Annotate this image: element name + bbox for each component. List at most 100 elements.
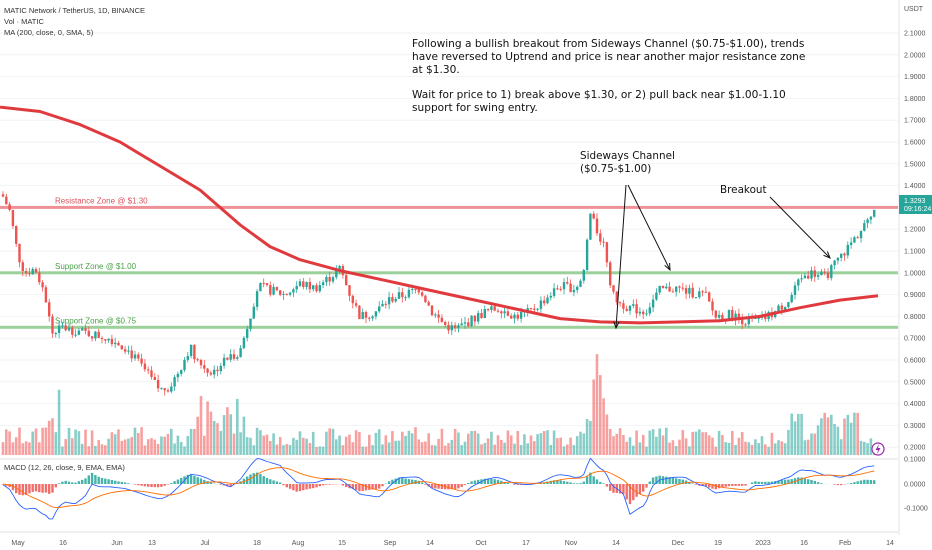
volume-bar xyxy=(325,431,328,455)
candle-body xyxy=(562,282,566,290)
candle-body xyxy=(180,370,183,374)
macd-line xyxy=(2,457,875,520)
candle-body xyxy=(483,309,486,319)
candle-body xyxy=(823,271,826,273)
volume-bar xyxy=(434,445,437,455)
volume-bar xyxy=(414,427,417,455)
candle-body xyxy=(780,305,783,310)
macd-histogram-bar xyxy=(5,484,8,486)
candle-body xyxy=(506,311,510,316)
macd-histogram-bar xyxy=(780,480,783,484)
macd-histogram-bar xyxy=(24,484,28,495)
candle-body xyxy=(183,359,186,371)
candle-body xyxy=(417,289,420,293)
candle-body xyxy=(348,285,351,296)
macd-histogram-bar xyxy=(100,477,104,484)
candle-body xyxy=(764,315,767,319)
candle-body xyxy=(272,286,275,295)
candle-body xyxy=(407,289,411,298)
candle-body xyxy=(618,302,622,304)
candle-body xyxy=(67,327,71,331)
macd-histogram-bar xyxy=(622,484,625,495)
volume-bar xyxy=(628,437,632,455)
candle-body xyxy=(90,336,94,339)
volume-bar xyxy=(348,434,351,455)
macd-histogram-bar xyxy=(463,484,467,485)
macd-histogram-bar xyxy=(797,477,800,484)
volume-bar xyxy=(575,436,579,455)
volume-bar xyxy=(302,437,305,455)
macd-histogram-bar xyxy=(315,484,318,488)
macd-histogram-bar xyxy=(48,484,51,494)
candle-body xyxy=(127,350,130,352)
macd-histogram-bar xyxy=(754,481,757,484)
analysis-paragraph-1: Following a bullish breakout from Sidewa… xyxy=(412,38,806,76)
volume-bar xyxy=(358,432,361,455)
volume-bar xyxy=(54,432,58,455)
macd-histogram-bar xyxy=(661,476,665,484)
macd-histogram-bar xyxy=(655,476,658,484)
candle-body xyxy=(143,363,147,370)
volume-bar xyxy=(582,433,586,455)
candle-body xyxy=(651,299,655,308)
volume-bar xyxy=(800,413,803,455)
volume-bar xyxy=(681,430,685,455)
volume-bar xyxy=(222,415,226,455)
candle-body xyxy=(605,242,609,263)
volume-bar xyxy=(137,432,140,455)
candle-body xyxy=(242,337,246,349)
candle-body xyxy=(173,377,176,387)
price-tick: 2.0000 xyxy=(904,52,926,59)
volume-bar xyxy=(77,431,81,455)
time-label: 14 xyxy=(886,540,894,547)
candle-body xyxy=(434,314,437,316)
macd-histogram-bar xyxy=(186,474,189,484)
symbol-title: MATIC Network / TetherUS, 1D, BINANCE xyxy=(4,6,146,15)
volume-bar xyxy=(245,437,249,455)
candle-body xyxy=(816,275,820,277)
macd-histogram-bar xyxy=(265,477,269,484)
candle-body xyxy=(480,313,483,319)
macd-histogram-bar xyxy=(199,478,203,484)
volume-bar xyxy=(391,431,394,455)
time-label: Oct xyxy=(476,540,487,547)
macd-histogram-bar xyxy=(595,479,599,484)
volume-bar xyxy=(374,432,378,455)
candle-body xyxy=(51,316,54,334)
macd-histogram-bar xyxy=(592,476,595,484)
volume-bar xyxy=(107,438,110,455)
volume-bar xyxy=(236,398,239,455)
sideways-arrow-right-head xyxy=(664,262,671,272)
time-label: Nov xyxy=(565,540,578,547)
candle-body xyxy=(457,325,460,328)
candle-body xyxy=(453,325,457,328)
volume-bar xyxy=(549,445,553,455)
macd-histogram-bar xyxy=(681,479,684,484)
volume-bar xyxy=(292,437,295,455)
volume-bar xyxy=(483,442,487,455)
macd-histogram-bar xyxy=(849,483,853,484)
candle-body xyxy=(176,373,180,378)
macd-histogram-bar xyxy=(628,484,632,505)
macd-histogram-bar xyxy=(107,479,110,484)
macd-histogram-bar xyxy=(345,484,348,487)
volume-bar xyxy=(212,420,216,455)
candle-body xyxy=(694,297,698,299)
macd-histogram-bar xyxy=(605,484,609,487)
volume-bar xyxy=(189,428,193,455)
volume-bar xyxy=(242,416,246,455)
candle-body xyxy=(556,288,559,290)
time-label: 18 xyxy=(253,540,261,547)
volume-bar xyxy=(806,439,810,455)
macd-histogram-bar xyxy=(668,477,671,484)
volume-bar xyxy=(209,411,213,455)
candle-body xyxy=(826,272,830,278)
volume-bar xyxy=(288,444,292,455)
candle-body xyxy=(331,277,335,282)
candle-body xyxy=(628,305,632,311)
price-tick: 2.1000 xyxy=(904,31,926,38)
candle-body xyxy=(371,316,374,319)
volume-bar xyxy=(170,428,173,455)
volume-bar xyxy=(754,439,757,455)
